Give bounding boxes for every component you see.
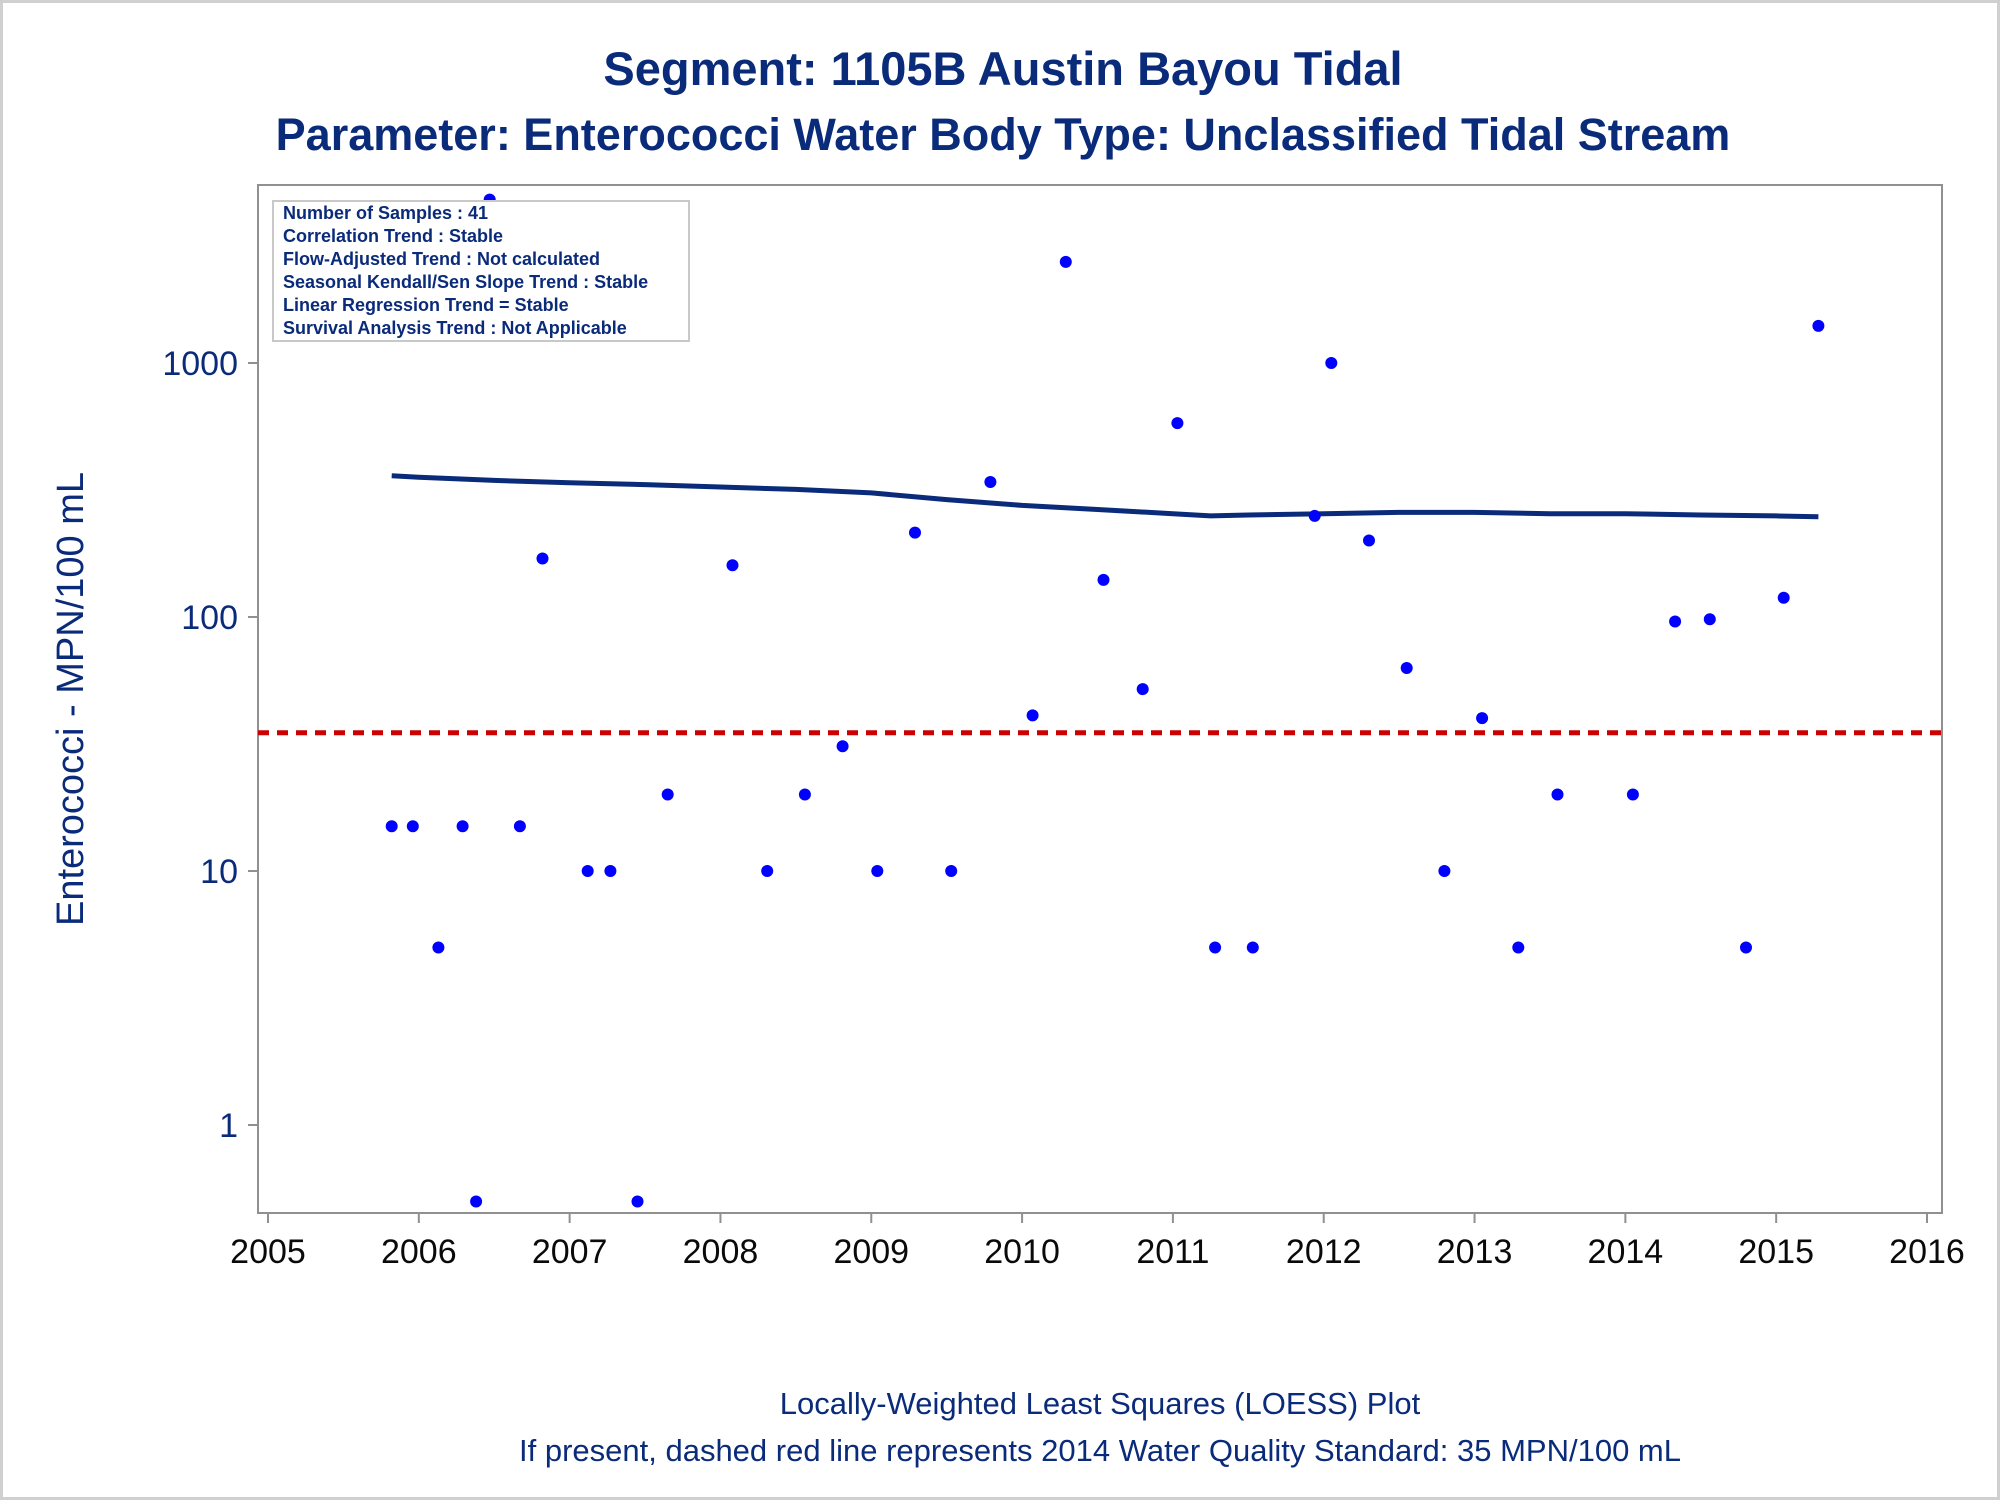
y-tick-label: 100 [181, 599, 238, 637]
data-point [1325, 357, 1338, 369]
data-point [1703, 613, 1716, 626]
data-point [1209, 941, 1222, 954]
y-tick-label: 1000 [162, 345, 238, 383]
x-tick-label: 2011 [1136, 1233, 1209, 1271]
data-point [1400, 662, 1413, 674]
data-point [406, 820, 419, 833]
data-point [1363, 534, 1375, 547]
data-point [1026, 709, 1039, 722]
data-point [470, 1195, 483, 1208]
chart-svg: Segment: 1105B Austin Bayou Tidal Parame… [50, 42, 1965, 1468]
data-point [726, 559, 739, 572]
footnote-loess: Locally-Weighted Least Squares (LOESS) P… [780, 1386, 1421, 1421]
x-tick-label: 2009 [833, 1233, 909, 1271]
chart-title: Segment: 1105B Austin Bayou Tidal [603, 42, 1402, 95]
chart-subtitle: Parameter: Enterococci Water Body Type: … [276, 109, 1731, 160]
data-point [1246, 941, 1259, 954]
y-axis-label: Enterococci - MPN/100 mL [50, 472, 92, 926]
data-point [631, 1195, 644, 1208]
x-tick-label: 2010 [984, 1233, 1060, 1271]
data-point [1136, 683, 1149, 696]
data-point [761, 865, 774, 877]
x-tick-label: 2016 [1889, 1233, 1965, 1271]
data-point [1059, 255, 1072, 268]
y-axis: 1 10 100 1000 [162, 345, 258, 1145]
data-point [1438, 865, 1451, 877]
data-point [456, 820, 469, 833]
y-tick-label: 1 [219, 1107, 238, 1145]
stats-box-border [272, 200, 690, 342]
loess-line [391, 473, 1819, 520]
data-point [581, 865, 594, 877]
stats-box: Number of Samples : 41 Correlation Trend… [272, 200, 690, 342]
x-tick-label: 2012 [1286, 1233, 1362, 1271]
x-tick-label: 2015 [1738, 1233, 1814, 1271]
data-point [798, 788, 811, 801]
loess-curve [391, 473, 1819, 520]
footnote-standard: If present, dashed red line represents 2… [519, 1433, 1681, 1468]
data-point [1777, 591, 1790, 604]
data-point [385, 820, 398, 833]
data-point [1669, 615, 1682, 628]
x-tick-label: 2007 [532, 1233, 608, 1271]
data-point [1512, 941, 1525, 954]
data-point [604, 865, 617, 877]
data-point [945, 865, 958, 877]
data-point [1812, 319, 1825, 332]
stats-line-samples: Number of Samples : 41 [283, 203, 488, 223]
sample-points [385, 193, 1825, 1208]
stats-line-flow-adjusted: Flow-Adjusted Trend : Not calculated [283, 249, 600, 269]
data-point [1171, 417, 1184, 430]
x-tick-label: 2013 [1437, 1233, 1513, 1271]
data-point [1308, 509, 1321, 522]
data-point [661, 788, 674, 801]
plot-area [257, 184, 1943, 1214]
data-point [909, 526, 921, 539]
data-point [871, 865, 884, 877]
stats-line-linear-regression: Linear Regression Trend = Stable [283, 295, 569, 315]
x-tick-label: 2005 [230, 1233, 306, 1271]
data-point [1476, 712, 1489, 725]
data-point [1626, 788, 1639, 801]
x-axis: 2005 2006 2007 2008 2009 2010 2011 2012 2013 2014… [230, 1213, 1965, 1271]
data-point [1097, 573, 1110, 586]
data-point [1551, 788, 1564, 801]
stats-line-seasonal-kendall: Seasonal Kendall/Sen Slope Trend : Stabl… [283, 272, 648, 292]
data-point [432, 941, 445, 954]
data-point [513, 820, 526, 833]
stats-line-survival-analysis: Survival Analysis Trend : Not Applicable [283, 318, 627, 338]
data-point [984, 476, 997, 488]
x-tick-label: 2006 [381, 1233, 457, 1271]
y-tick-label: 10 [200, 853, 238, 891]
data-point [1740, 941, 1752, 954]
stats-line-correlation: Correlation Trend : Stable [283, 226, 503, 246]
data-point [836, 740, 849, 753]
x-tick-label: 2008 [683, 1233, 759, 1271]
data-point [536, 552, 549, 565]
x-tick-label: 2014 [1588, 1233, 1664, 1271]
